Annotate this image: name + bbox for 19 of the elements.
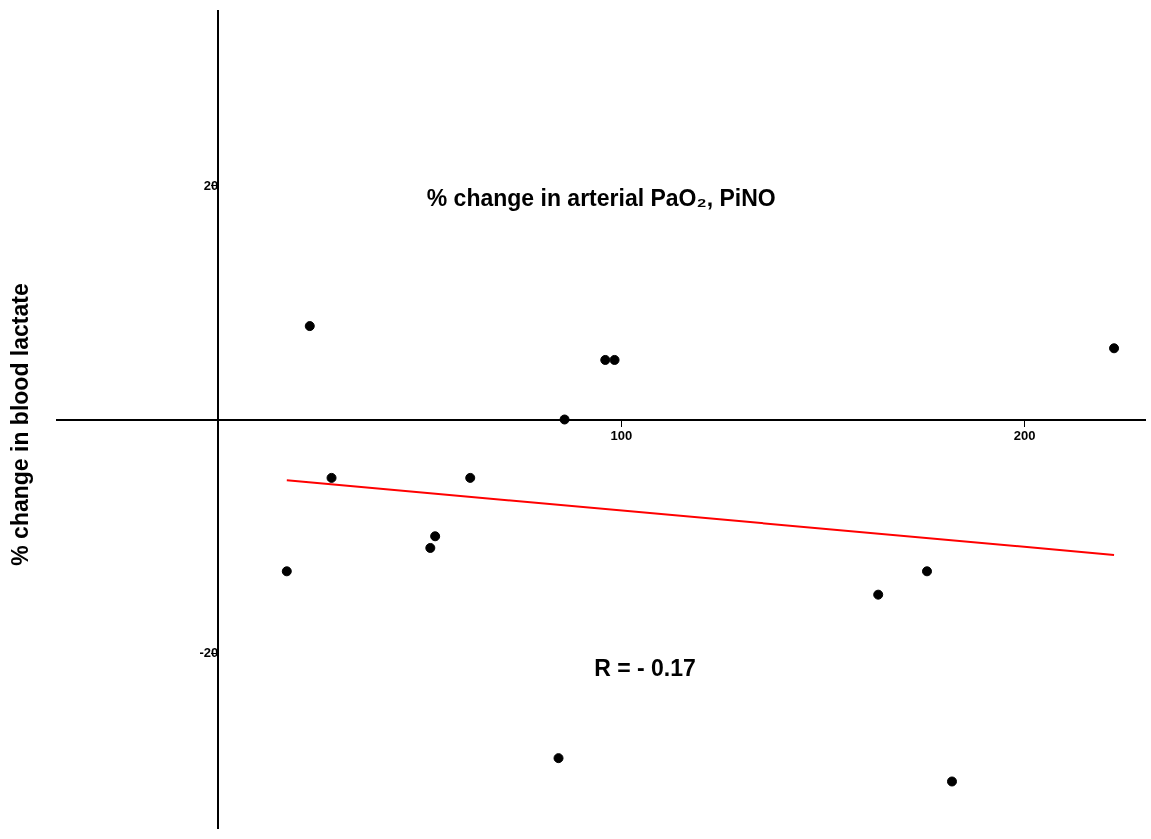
point	[946, 776, 957, 787]
x-tick-label: 200	[1013, 427, 1036, 443]
point	[430, 531, 441, 542]
point	[326, 472, 337, 483]
point	[559, 414, 570, 425]
point	[304, 321, 315, 332]
point	[600, 354, 611, 365]
point	[921, 566, 932, 577]
point	[281, 566, 292, 577]
x-axis-title: % change in arterial PaO₂, PiNO	[426, 185, 776, 212]
point	[873, 589, 884, 600]
point	[1109, 343, 1120, 354]
y-axis-title: % change in blood lactate	[7, 283, 34, 566]
annotation: R = - 0.17	[594, 655, 696, 682]
point	[553, 753, 564, 764]
x-tick-label: 100	[610, 427, 633, 443]
point	[465, 472, 476, 483]
point	[425, 542, 436, 553]
point	[609, 354, 620, 365]
